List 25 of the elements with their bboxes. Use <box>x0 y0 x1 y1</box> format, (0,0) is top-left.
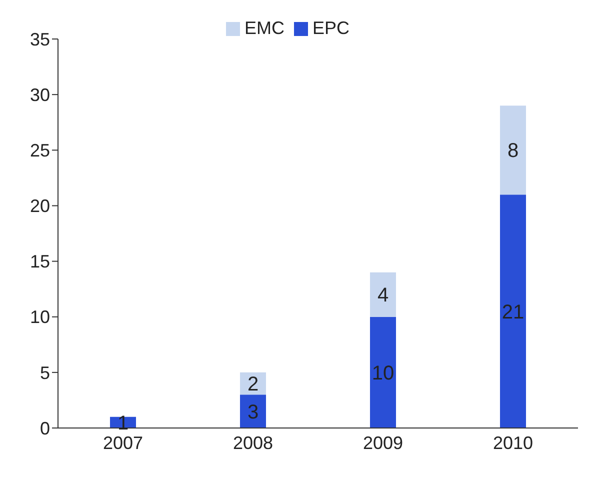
y-tick-label: 15 <box>30 252 50 272</box>
bar <box>500 106 526 195</box>
data-label: 2 <box>247 374 259 396</box>
x-tick-label: 2009 <box>362 432 404 453</box>
y-tick-label: 30 <box>30 84 50 105</box>
data-label: 10 <box>372 362 394 385</box>
y-tick-label: 5 <box>40 362 50 383</box>
x-tick-label: 2007 <box>102 432 144 453</box>
data-label: 8 <box>507 140 519 162</box>
legend-label: EPC <box>312 18 350 38</box>
data-label: 3 <box>247 401 259 424</box>
data-label: 21 <box>502 301 524 324</box>
data-label: 4 <box>377 284 389 307</box>
bar <box>240 394 266 428</box>
x-tick-label: 2010 <box>492 432 534 453</box>
y-tick-label: 35 <box>30 29 50 50</box>
bar <box>370 272 396 317</box>
x-tick-label: 2008 <box>232 432 274 453</box>
y-tick-label: 20 <box>30 196 50 216</box>
legend-label: EMC <box>244 18 284 38</box>
bar <box>500 194 526 428</box>
bar <box>370 316 396 428</box>
y-tick-label: 10 <box>30 307 50 328</box>
y-tick-label: 0 <box>40 418 50 438</box>
y-tick-label: 25 <box>30 140 50 161</box>
